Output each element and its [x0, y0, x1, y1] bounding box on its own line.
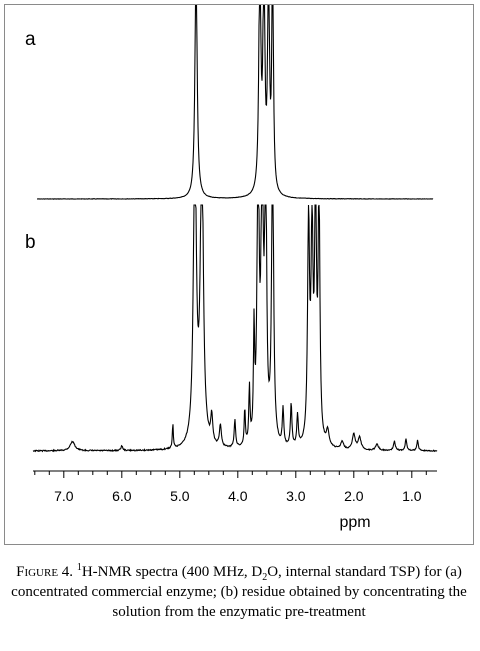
- caption-subscript: 2: [262, 572, 268, 583]
- panel-label-b: b: [25, 232, 36, 253]
- caption-text-part1: H-NMR spectra (400 MHz, D: [81, 564, 263, 580]
- x-axis-ticks: [34, 471, 427, 478]
- figure-caption: Figure 4. 1H-NMR spectra (400 MHz, D2O, …: [6, 562, 472, 622]
- x-axis: 7.0 6.0 5.0 4.0 3.0 2.0 1.0 ppm: [33, 470, 437, 531]
- x-axis-tick-labels: 7.0 6.0 5.0 4.0 3.0 2.0 1.0: [54, 488, 422, 504]
- x-tick-label: 7.0: [54, 488, 74, 504]
- x-tick-label: 6.0: [112, 488, 132, 504]
- panel-label-a: a: [25, 29, 36, 50]
- x-tick-label: 3.0: [286, 488, 306, 504]
- x-tick-label: 5.0: [170, 488, 190, 504]
- x-axis-label: ppm: [339, 514, 370, 531]
- x-tick-label: 2.0: [344, 488, 364, 504]
- spectrum-b-trace: [32, 204, 438, 453]
- figure-frame: a b 7.0 6.0 5.0 4.0 3.0 2.0 1.0 ppm: [4, 4, 474, 545]
- panel-b: b: [25, 204, 438, 453]
- caption-text-part2: O, internal standard TSP) for (a) concen…: [11, 564, 467, 620]
- spectrum-a-trace: [37, 5, 434, 200]
- x-tick-label: 4.0: [228, 488, 248, 504]
- nmr-spectra-chart: a b 7.0 6.0 5.0 4.0 3.0 2.0 1.0 ppm: [25, 5, 438, 531]
- caption-figure-tag: Figure 4.: [16, 564, 74, 580]
- caption-nucleus-superscript: 1: [76, 562, 82, 573]
- panel-a: a: [25, 5, 434, 200]
- x-tick-label: 1.0: [402, 488, 422, 504]
